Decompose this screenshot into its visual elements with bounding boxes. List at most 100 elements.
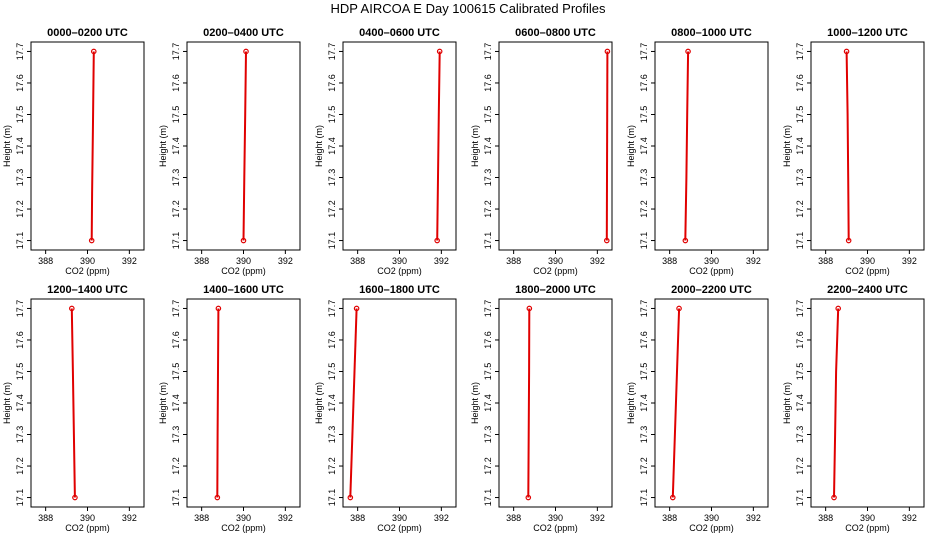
y-tick-label: 17.1: [171, 232, 181, 250]
y-tick-label: 17.7: [15, 43, 25, 61]
y-tick-label: 17.4: [483, 394, 493, 412]
x-axis-label: CO2 (ppm): [65, 523, 110, 533]
y-axis-label: Height (m): [626, 382, 636, 424]
x-tick-label: 388: [662, 513, 677, 523]
y-axis-label: Height (m): [2, 125, 12, 167]
plot-frame: [810, 41, 925, 251]
x-axis-label: CO2 (ppm): [689, 523, 734, 533]
y-axis-label: Height (m): [782, 382, 792, 424]
y-axis-label: Height (m): [314, 382, 324, 424]
co2-profile-line: [527, 308, 531, 498]
y-tick-label: 17.3: [483, 169, 493, 187]
co2-profile-line: [216, 308, 220, 498]
profile-point-top: [526, 305, 533, 312]
y-tick-label: 17.1: [15, 232, 25, 250]
profile-point-top: [676, 305, 682, 312]
panel-title: 0400–0600 UTC: [359, 27, 440, 39]
y-tick-label: 17.2: [483, 200, 493, 218]
x-tick-label: 392: [902, 256, 917, 266]
y-tick-label: 17.6: [171, 74, 181, 92]
y-tick-label: 17.6: [171, 331, 181, 349]
x-tick-label: 388: [662, 256, 677, 266]
y-tick-label: 17.5: [15, 363, 25, 381]
x-tick-label: 390: [236, 513, 251, 523]
y-tick-label: 17.4: [639, 394, 649, 412]
y-axis-label: Height (m): [158, 125, 168, 167]
y-tick-label: 17.5: [795, 363, 805, 381]
profile-point-top: [843, 48, 850, 55]
y-tick-label: 17.2: [795, 200, 805, 218]
plot-frame: [186, 298, 301, 508]
y-tick-label: 17.2: [639, 200, 649, 218]
profile-point-top: [69, 305, 75, 312]
x-tick-label: 388: [350, 513, 365, 523]
profile-point-bottom: [347, 494, 354, 501]
y-tick-label: 17.3: [483, 426, 493, 444]
panel-3: 0400–0600 UTC 388 390 392 17.1 17.2 17.3 17.4 17…: [314, 27, 457, 276]
x-tick-label: 390: [80, 513, 95, 523]
x-tick-label: 390: [392, 256, 407, 266]
y-tick-label: 17.1: [639, 232, 649, 250]
panel-title: 2200–2400 UTC: [827, 284, 908, 296]
y-tick-label: 17.6: [795, 74, 805, 92]
y-tick-label: 17.7: [171, 43, 181, 61]
profile-point-bottom: [845, 237, 852, 244]
y-tick-label: 17.4: [639, 137, 649, 155]
x-tick-label: 388: [38, 513, 53, 523]
y-tick-label: 17.2: [327, 457, 337, 475]
profile-point-top: [436, 48, 443, 55]
y-tick-label: 17.5: [327, 363, 337, 381]
y-tick-label: 17.2: [483, 457, 493, 475]
plot-frame: [342, 298, 457, 508]
x-tick-label: 388: [350, 256, 365, 266]
y-tick-label: 17.2: [795, 457, 805, 475]
y-tick-label: 17.2: [639, 457, 649, 475]
y-tick-label: 17.7: [795, 300, 805, 318]
y-tick-label: 17.4: [171, 394, 181, 412]
x-tick-label: 392: [746, 513, 761, 523]
plot-frame: [498, 298, 613, 508]
x-tick-label: 388: [38, 256, 53, 266]
y-axis-label: Height (m): [2, 382, 12, 424]
y-tick-label: 17.5: [15, 106, 25, 124]
plot-frame: [30, 298, 145, 508]
y-tick-label: 17.7: [327, 300, 337, 318]
x-tick-label: 392: [590, 513, 605, 523]
y-tick-label: 17.3: [171, 169, 181, 187]
y-tick-label: 17.6: [639, 74, 649, 92]
panel-12: 2200–2400 UTC 388 390 392 17.1 17.2 17.3 17.4 17…: [782, 284, 925, 533]
x-axis-label: CO2 (ppm): [845, 266, 890, 276]
panel-8: 1400–1600 UTC 388 390 392 17.1 17.2 17.3 17.4 17…: [158, 284, 301, 533]
y-tick-label: 17.6: [639, 331, 649, 349]
y-tick-label: 17.1: [483, 489, 493, 507]
profile-point-bottom: [603, 237, 610, 244]
panel-title: 0600–0800 UTC: [515, 27, 596, 39]
x-tick-label: 392: [434, 256, 449, 266]
y-tick-label: 17.4: [483, 137, 493, 155]
co2-profile-line: [605, 51, 609, 241]
y-tick-label: 17.6: [483, 74, 493, 92]
figure-title: HDP AIRCOA E Day 100615 Calibrated Profi…: [330, 1, 606, 16]
panels-grid: 0000–0200 UTC 388 390 392 17.1 17.2 17.3 17.4 17…: [2, 27, 925, 533]
co2-profile-line: [90, 51, 95, 241]
y-tick-label: 17.1: [15, 489, 25, 507]
profile-point-bottom: [214, 494, 221, 501]
y-tick-label: 17.2: [15, 457, 25, 475]
panel-7: 1200–1400 UTC 388 390 392 17.1 17.2 17.3 17.4 17…: [2, 284, 145, 533]
y-tick-label: 17.7: [639, 300, 649, 318]
profile-point-bottom: [88, 237, 95, 244]
x-tick-label: 392: [434, 513, 449, 523]
x-axis-label: CO2 (ppm): [377, 266, 422, 276]
panel-title: 1600–1800 UTC: [359, 284, 440, 296]
profile-point-top: [685, 48, 691, 55]
plot-frame: [810, 298, 925, 508]
y-axis-label: Height (m): [470, 125, 480, 167]
co2-profile-line: [845, 51, 850, 241]
profile-point-top: [353, 305, 360, 312]
y-tick-label: 17.1: [795, 489, 805, 507]
y-tick-label: 17.5: [483, 363, 493, 381]
y-tick-label: 17.5: [639, 363, 649, 381]
y-tick-label: 17.7: [327, 43, 337, 61]
y-tick-label: 17.5: [171, 363, 181, 381]
